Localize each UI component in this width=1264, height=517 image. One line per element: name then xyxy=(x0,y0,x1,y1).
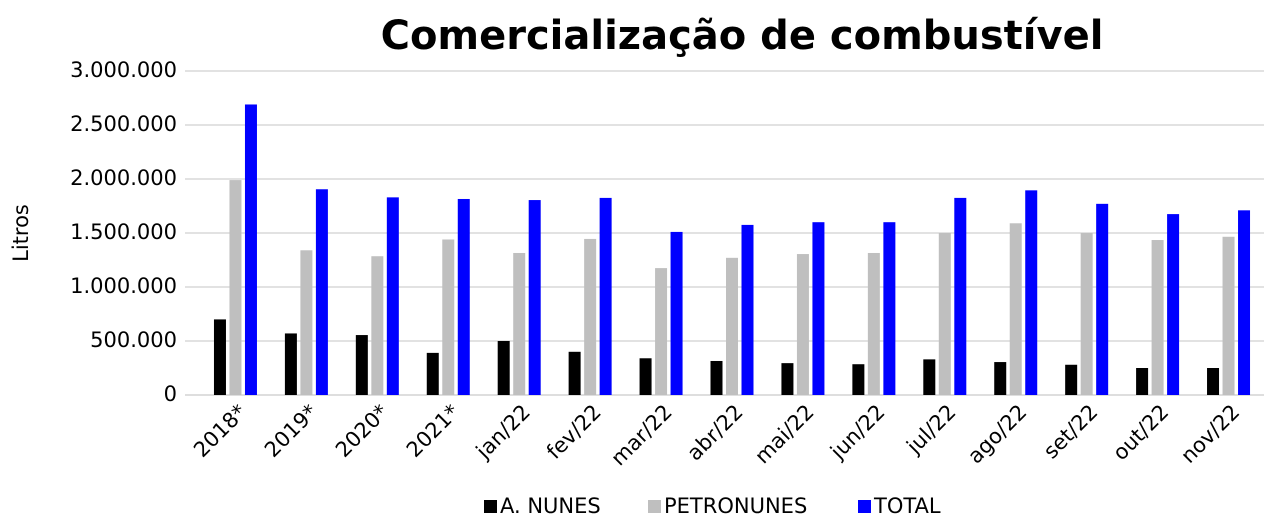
bar xyxy=(741,224,754,395)
bar xyxy=(426,352,439,395)
y-axis-label: Litros xyxy=(9,204,33,262)
x-tick-label: ago/22 xyxy=(963,400,1031,468)
y-tick-label: 500.000 xyxy=(90,328,177,352)
y-tick-label: 0 xyxy=(164,382,177,406)
bar xyxy=(599,197,612,395)
bar xyxy=(1222,236,1235,395)
bar xyxy=(244,104,257,395)
bar xyxy=(213,319,226,395)
bar xyxy=(284,333,297,395)
bar xyxy=(1207,368,1220,395)
bar xyxy=(513,252,526,395)
bar xyxy=(639,358,652,395)
y-tick-label: 2.500.000 xyxy=(70,112,177,136)
bar xyxy=(867,252,880,395)
bar xyxy=(1080,233,1093,395)
bar xyxy=(315,189,328,395)
bar xyxy=(442,239,455,395)
x-tick-label: abr/22 xyxy=(682,400,748,466)
bar xyxy=(1009,223,1022,395)
x-tick-label: 2020* xyxy=(331,400,393,462)
y-tick-label: 1.500.000 xyxy=(70,220,177,244)
bar xyxy=(812,222,825,395)
bar xyxy=(1065,364,1078,395)
bar xyxy=(1136,368,1149,395)
x-tick-label: jun/22 xyxy=(825,400,890,465)
bar xyxy=(994,362,1007,395)
bar xyxy=(670,231,683,395)
bar xyxy=(1096,203,1109,395)
bar xyxy=(1151,240,1164,395)
bar xyxy=(655,268,668,395)
bar xyxy=(355,335,368,395)
bar xyxy=(1167,214,1180,395)
x-tick-label: jul/22 xyxy=(901,400,960,459)
y-tick-label: 2.000.000 xyxy=(70,166,177,190)
bar xyxy=(954,197,967,395)
bar xyxy=(1238,210,1251,395)
x-tick-label: mar/22 xyxy=(606,400,677,471)
bar xyxy=(796,254,809,395)
legend-swatch xyxy=(648,500,661,513)
x-tick-label: 2018* xyxy=(189,400,251,462)
bar xyxy=(528,200,541,395)
x-tick-label: nov/22 xyxy=(1176,400,1244,468)
legend-label: PETRONUNES xyxy=(664,494,807,517)
bar xyxy=(386,197,399,395)
legend-swatch xyxy=(858,500,871,513)
legend-label: A. NUNES xyxy=(500,494,601,517)
bar xyxy=(852,364,865,395)
bar xyxy=(726,257,738,395)
bar xyxy=(938,233,951,395)
bar xyxy=(1025,190,1038,395)
x-tick-label: set/22 xyxy=(1039,400,1103,464)
legend-swatch xyxy=(484,500,497,513)
x-tick-label: mai/22 xyxy=(750,400,819,469)
bar xyxy=(371,256,384,395)
bar xyxy=(300,250,313,395)
chart-title: Comercialização de combustível xyxy=(381,13,1104,59)
bar xyxy=(710,360,723,395)
bar xyxy=(457,198,470,395)
bar xyxy=(229,180,242,395)
x-tick-label: 2019* xyxy=(260,400,322,462)
bar xyxy=(883,222,896,395)
legend-label: TOTAL xyxy=(873,494,941,517)
bar xyxy=(781,363,794,395)
x-tick-label: 2021* xyxy=(402,400,464,462)
x-tick-label: out/22 xyxy=(1108,400,1173,465)
bar xyxy=(497,341,510,395)
bar xyxy=(584,238,597,395)
bar xyxy=(923,359,936,395)
y-tick-label: 3.000.000 xyxy=(70,58,177,82)
x-tick-label: jan/22 xyxy=(471,400,535,464)
x-tick-label: fev/22 xyxy=(542,400,606,464)
y-tick-label: 1.000.000 xyxy=(70,274,177,298)
bar xyxy=(568,351,581,395)
